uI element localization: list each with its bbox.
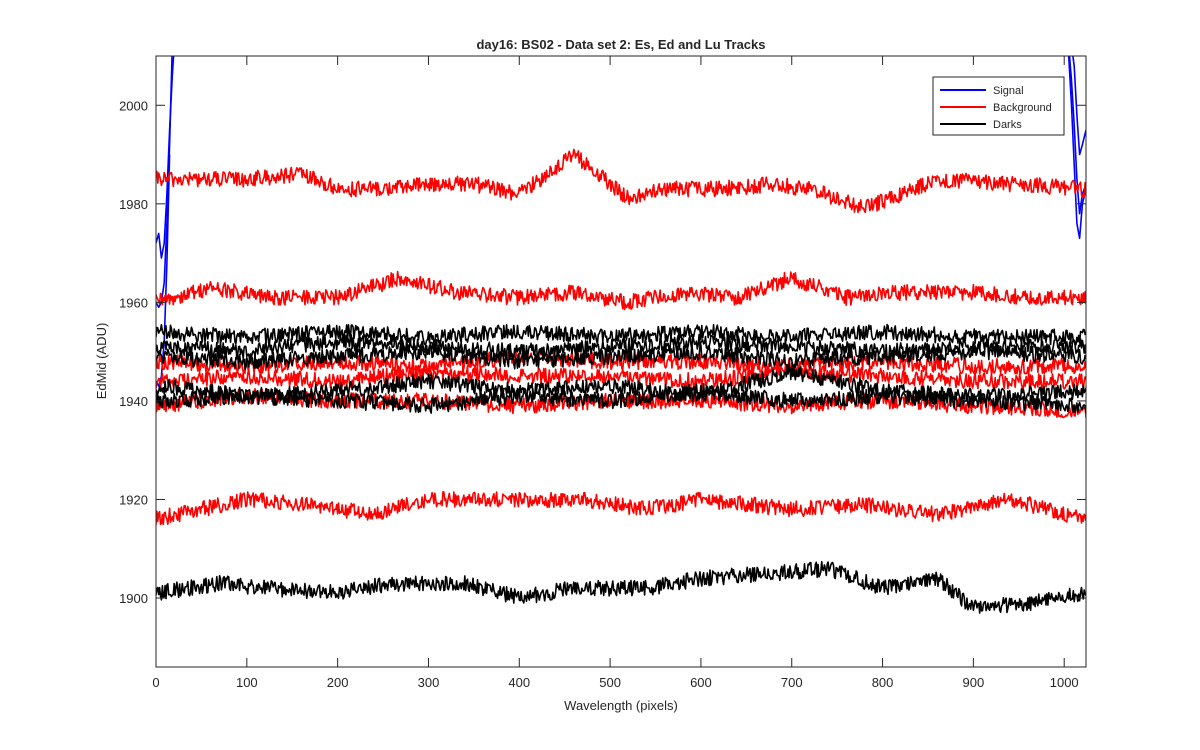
x-tick-label: 400 — [508, 675, 530, 690]
legend-label-signal: Signal — [993, 85, 1024, 97]
series-line-darks — [156, 323, 1086, 346]
y-tick-label: 1940 — [119, 394, 148, 409]
y-tick-label: 2000 — [119, 98, 148, 113]
series-line-signal — [1072, 56, 1086, 156]
y-tick-label: 1960 — [119, 295, 148, 310]
series-line-darks — [156, 364, 1086, 405]
series-line-background — [156, 270, 1086, 311]
series-line-background — [156, 363, 1086, 390]
x-tick-label: 0 — [152, 675, 159, 690]
ticks-layer: 0 100 200 300 400 500 600 700 800 900 1000 1900 1920… — [119, 56, 1086, 690]
chart-title: day16: BS02 - Data set 2: Es, Ed and Lu … — [476, 37, 765, 52]
x-tick-label: 100 — [236, 675, 258, 690]
legend: Signal Background Darks — [932, 76, 1065, 136]
series-layer — [156, 56, 1086, 614]
series-line-signal — [156, 56, 173, 309]
series-line-darks — [156, 383, 1086, 414]
y-tick-label: 1980 — [119, 197, 148, 212]
x-tick-label: 300 — [418, 675, 440, 690]
y-tick-label: 1900 — [119, 591, 148, 606]
x-tick-label: 600 — [690, 675, 712, 690]
series-line-background — [156, 148, 1086, 214]
legend-label-background: Background — [993, 102, 1052, 114]
x-tick-label: 700 — [781, 675, 803, 690]
x-axis-label: Wavelength (pixels) — [564, 698, 678, 713]
series-line-background — [156, 490, 1086, 526]
series-line-darks — [156, 333, 1086, 360]
x-tick-label: 800 — [872, 675, 894, 690]
x-tick-label: 500 — [599, 675, 621, 690]
y-tick-label: 1920 — [119, 492, 148, 507]
plot-frame — [155, 55, 1087, 668]
x-tick-label: 200 — [327, 675, 349, 690]
series-line-darks — [156, 343, 1086, 371]
x-tick-label: 900 — [963, 675, 985, 690]
y-axis-label: EdMid (ADU) — [94, 323, 109, 400]
legend-label-darks: Darks — [993, 119, 1022, 131]
x-tick-label: 1000 — [1050, 675, 1079, 690]
series-line-darks — [156, 560, 1086, 614]
series-line-signal — [1068, 56, 1086, 215]
